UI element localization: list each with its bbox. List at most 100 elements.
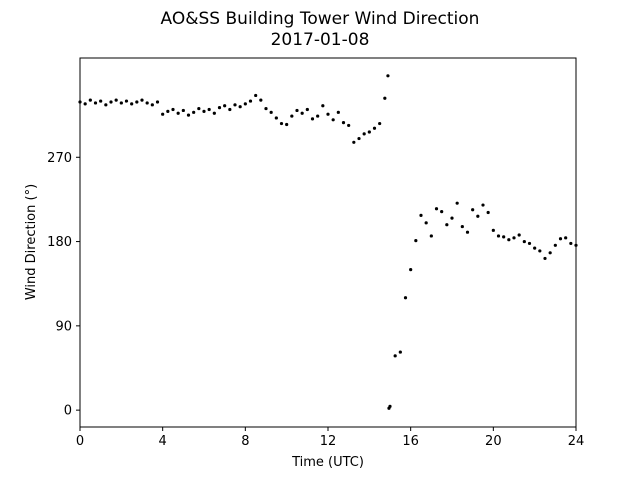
- data-point: [321, 104, 325, 108]
- chart-subtitle: 2017-01-08: [271, 30, 370, 50]
- data-point: [398, 350, 402, 354]
- data-point: [176, 111, 180, 115]
- data-point: [181, 108, 185, 113]
- data-point: [171, 107, 175, 112]
- data-point: [326, 112, 330, 116]
- data-point: [202, 109, 206, 113]
- x-tick-label: 12: [320, 434, 337, 449]
- data-point: [310, 117, 315, 121]
- data-point: [367, 130, 371, 134]
- data-point: [269, 110, 273, 114]
- data-point: [295, 108, 299, 113]
- data-point: [388, 404, 392, 408]
- data-point: [527, 241, 532, 246]
- data-point: [166, 109, 170, 113]
- y-tick-label: 0: [64, 404, 72, 419]
- data-point: [429, 234, 433, 238]
- data-point: [574, 243, 578, 247]
- x-tick-label: 4: [159, 434, 167, 449]
- y-tick-label: 90: [55, 319, 72, 334]
- data-point: [300, 111, 304, 115]
- data-point: [124, 99, 129, 103]
- data-point: [460, 224, 464, 229]
- data-point: [207, 107, 211, 112]
- data-point: [471, 208, 475, 212]
- data-point: [440, 209, 444, 214]
- data-point: [109, 100, 113, 104]
- data-point: [243, 102, 247, 106]
- x-tick-label: 0: [76, 434, 84, 449]
- data-point: [548, 251, 552, 255]
- data-point: [264, 106, 268, 111]
- data-point: [419, 213, 423, 217]
- data-point: [78, 100, 82, 104]
- data-point: [83, 102, 87, 106]
- data-point: [543, 256, 547, 261]
- data-point: [259, 98, 263, 102]
- data-point: [481, 203, 485, 207]
- x-tick-label: 20: [485, 434, 502, 449]
- data-point: [336, 110, 340, 114]
- data-point: [331, 118, 335, 122]
- data-point: [104, 103, 108, 107]
- y-tick-label: 270: [47, 151, 72, 166]
- data-point: [135, 100, 139, 104]
- data-point: [393, 354, 397, 358]
- data-point: [290, 114, 294, 118]
- y-axis-label: Wind Direction (°): [24, 184, 39, 300]
- data-point: [254, 93, 258, 98]
- data-point: [228, 107, 232, 112]
- data-point: [533, 246, 537, 250]
- data-point: [279, 121, 284, 126]
- data-point: [383, 96, 387, 100]
- data-point: [476, 214, 480, 218]
- data-point: [512, 236, 516, 240]
- data-point: [140, 98, 144, 102]
- data-point: [553, 243, 557, 247]
- data-point: [274, 116, 278, 120]
- data-point: [341, 121, 346, 125]
- data-point: [114, 98, 118, 102]
- data-point: [378, 121, 382, 126]
- data-point: [192, 110, 196, 114]
- data-point: [409, 268, 413, 272]
- data-point: [372, 126, 377, 130]
- x-tick-label: 8: [241, 434, 249, 449]
- data-point: [517, 233, 521, 237]
- data-point: [558, 237, 563, 241]
- data-point: [386, 74, 390, 78]
- data-point: [248, 99, 253, 103]
- data-point: [569, 241, 573, 246]
- data-point: [233, 103, 237, 107]
- x-axis-label: Time (UTC): [291, 455, 364, 470]
- data-point: [362, 132, 366, 136]
- data-point: [155, 100, 160, 104]
- data-point: [491, 228, 495, 232]
- chart-title: AO&SS Building Tower Wind Direction: [161, 9, 480, 29]
- data-point: [119, 101, 123, 105]
- data-point: [403, 296, 408, 300]
- data-point: [522, 239, 526, 244]
- data-point: [538, 249, 542, 253]
- data-point: [414, 239, 418, 243]
- data-point: [445, 223, 449, 227]
- data-point: [238, 105, 242, 109]
- data-point: [197, 106, 201, 111]
- x-tick-label: 16: [402, 434, 419, 449]
- data-point: [212, 111, 216, 115]
- data-point: [424, 221, 428, 225]
- data-point: [223, 104, 227, 108]
- data-point: [130, 102, 134, 106]
- data-point: [465, 230, 470, 234]
- data-point: [186, 113, 191, 117]
- data-point: [347, 123, 351, 128]
- data-point: [161, 112, 165, 116]
- data-point: [486, 210, 490, 215]
- data-point: [564, 236, 568, 240]
- data-point: [316, 114, 320, 118]
- data-point: [450, 216, 454, 220]
- data-point: [305, 107, 309, 112]
- data-point: [502, 235, 506, 239]
- data-point: [217, 106, 222, 110]
